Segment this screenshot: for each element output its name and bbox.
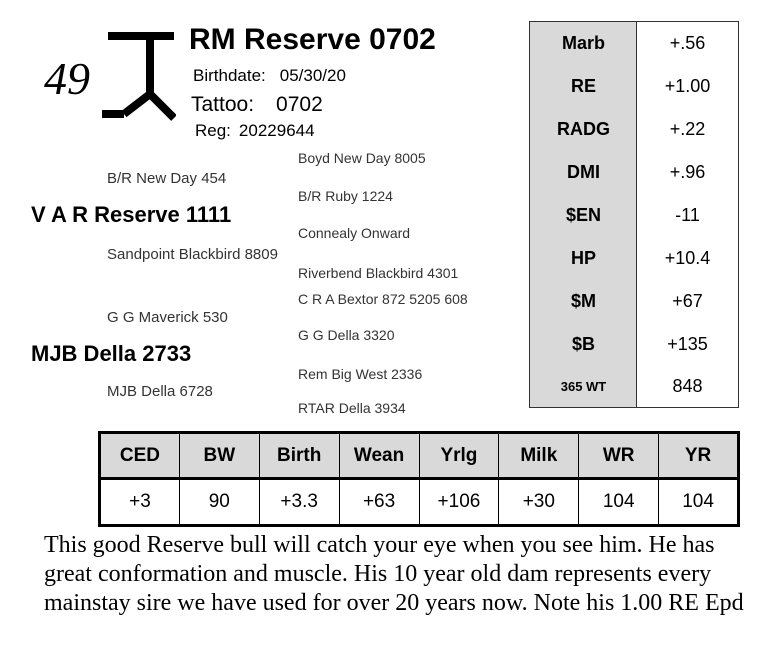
animal-name: RM Reserve 0702 <box>189 23 436 56</box>
reg-line: Reg: 20229644 <box>195 122 315 139</box>
side-epd-value: 848 <box>672 376 703 396</box>
side-epd-value: +.56 <box>669 33 706 53</box>
tattoo-value: 0702 <box>276 93 323 116</box>
epd-value-cell: 90 <box>178 478 260 526</box>
epd-value-cell: +3.3 <box>258 478 340 526</box>
side-epd-value: +1.00 <box>664 76 711 96</box>
pedigree-dam-sire: G G Maverick 530 <box>107 309 228 326</box>
epd-header-cell: BW <box>178 432 260 480</box>
side-epd-value: +67 <box>672 291 703 311</box>
reg-value: 20229644 <box>238 121 315 140</box>
epd-value-cell: +30 <box>498 478 580 526</box>
side-epd-row: DMI +.96 <box>530 151 738 194</box>
epd-header-row: CED BW Birth Wean Yrlg Milk WR YR <box>99 432 739 480</box>
side-epd-row: Marb +.56 <box>530 22 738 65</box>
pedigree-dam-dam-dam: RTAR Della 3934 <box>298 400 406 416</box>
side-epd-label: DMI <box>567 162 600 182</box>
pedigree-dam-dam-sire: Rem Big West 2336 <box>298 366 423 382</box>
epd-header-cell: WR <box>578 432 660 480</box>
birthdate-line: Birthdate: 05/30/20 <box>193 67 346 84</box>
brand-mark-icon <box>102 32 176 121</box>
side-epd-row: 365 WT 848 <box>530 365 738 408</box>
pedigree-sire-sire: B/R New Day 454 <box>107 170 227 187</box>
pedigree-dam-sire-sire: C R A Bextor 872 5205 608 <box>298 291 468 307</box>
epd-header-cell: CED <box>99 432 180 480</box>
epd-table: CED BW Birth Wean Yrlg Milk WR YR +3 90 … <box>98 431 740 527</box>
pedigree-sire-sire-sire: Boyd New Day 8005 <box>298 150 426 166</box>
epd-header-cell: Wean <box>338 432 420 480</box>
epd-header-cell: Yrlg <box>418 432 500 480</box>
side-epd-value: +10.4 <box>664 248 711 268</box>
lot-number: 49 <box>44 53 90 104</box>
reg-label: Reg: <box>195 121 231 140</box>
side-epd-value: +.96 <box>669 162 706 182</box>
tattoo-line: Tattoo: 0702 <box>191 94 323 115</box>
tattoo-label: Tattoo: <box>191 93 255 116</box>
epd-value-row: +3 90 +3.3 +63 +106 +30 104 104 <box>99 478 739 526</box>
epd-header-cell: YR <box>658 432 739 480</box>
side-epd-label: 365 WT <box>560 379 607 394</box>
side-epd-label: RADG <box>557 119 610 139</box>
side-epd-label-column <box>530 22 637 407</box>
pedigree-dam-dam: MJB Della 6728 <box>107 383 213 400</box>
side-epd-row: $EN -11 <box>530 194 738 237</box>
pedigree-sire-sire-dam: B/R Ruby 1224 <box>298 188 393 204</box>
pedigree-sire-dam-dam: Riverbend Blackbird 4301 <box>298 265 459 281</box>
side-epd-label: HP <box>570 248 596 268</box>
epd-header-cell: Milk <box>498 432 580 480</box>
pedigree-dam-sire-dam: G G Della 3320 <box>298 327 395 343</box>
epd-value-cell: 104 <box>578 478 660 526</box>
side-epd-row: $M +67 <box>530 280 738 323</box>
side-epd-label: $B <box>571 334 595 354</box>
side-epd-label: $M <box>570 291 596 311</box>
side-epd-row: $B +135 <box>530 323 738 366</box>
pedigree-sire-dam-sire: Connealy Onward <box>298 225 411 241</box>
epd-value-cell: +63 <box>338 478 420 526</box>
side-epd-row: RE +1.00 <box>530 65 738 108</box>
side-epd-label: RE <box>570 76 596 96</box>
side-epd-row: HP +10.4 <box>530 237 738 280</box>
side-epd-row: RADG +.22 <box>530 108 738 151</box>
birthdate-value: 05/30/20 <box>279 66 346 85</box>
epd-value-cell: +106 <box>418 478 500 526</box>
side-epd-value: +.22 <box>669 119 706 139</box>
pedigree-sire: V A R Reserve 1111 <box>31 202 232 227</box>
pedigree-sire-dam: Sandpoint Blackbird 8809 <box>107 246 278 263</box>
epd-header-cell: Birth <box>258 432 340 480</box>
epd-value-cell: 104 <box>658 478 739 526</box>
epd-value-cell: +3 <box>99 478 180 526</box>
side-epd-table: Marb +.56 RE +1.00 RADG +.22 DMI +.96 $E… <box>529 21 739 408</box>
pedigree-dam: MJB Della 2733 <box>31 341 192 366</box>
side-epd-label: Marb <box>561 33 605 53</box>
side-epd-label: $EN <box>565 205 601 225</box>
description-text: This good Reserve bull will catch your e… <box>44 532 744 616</box>
side-epd-value: -11 <box>675 205 700 225</box>
side-epd-value: +135 <box>667 334 708 354</box>
birthdate-label: Birthdate: <box>193 66 266 85</box>
